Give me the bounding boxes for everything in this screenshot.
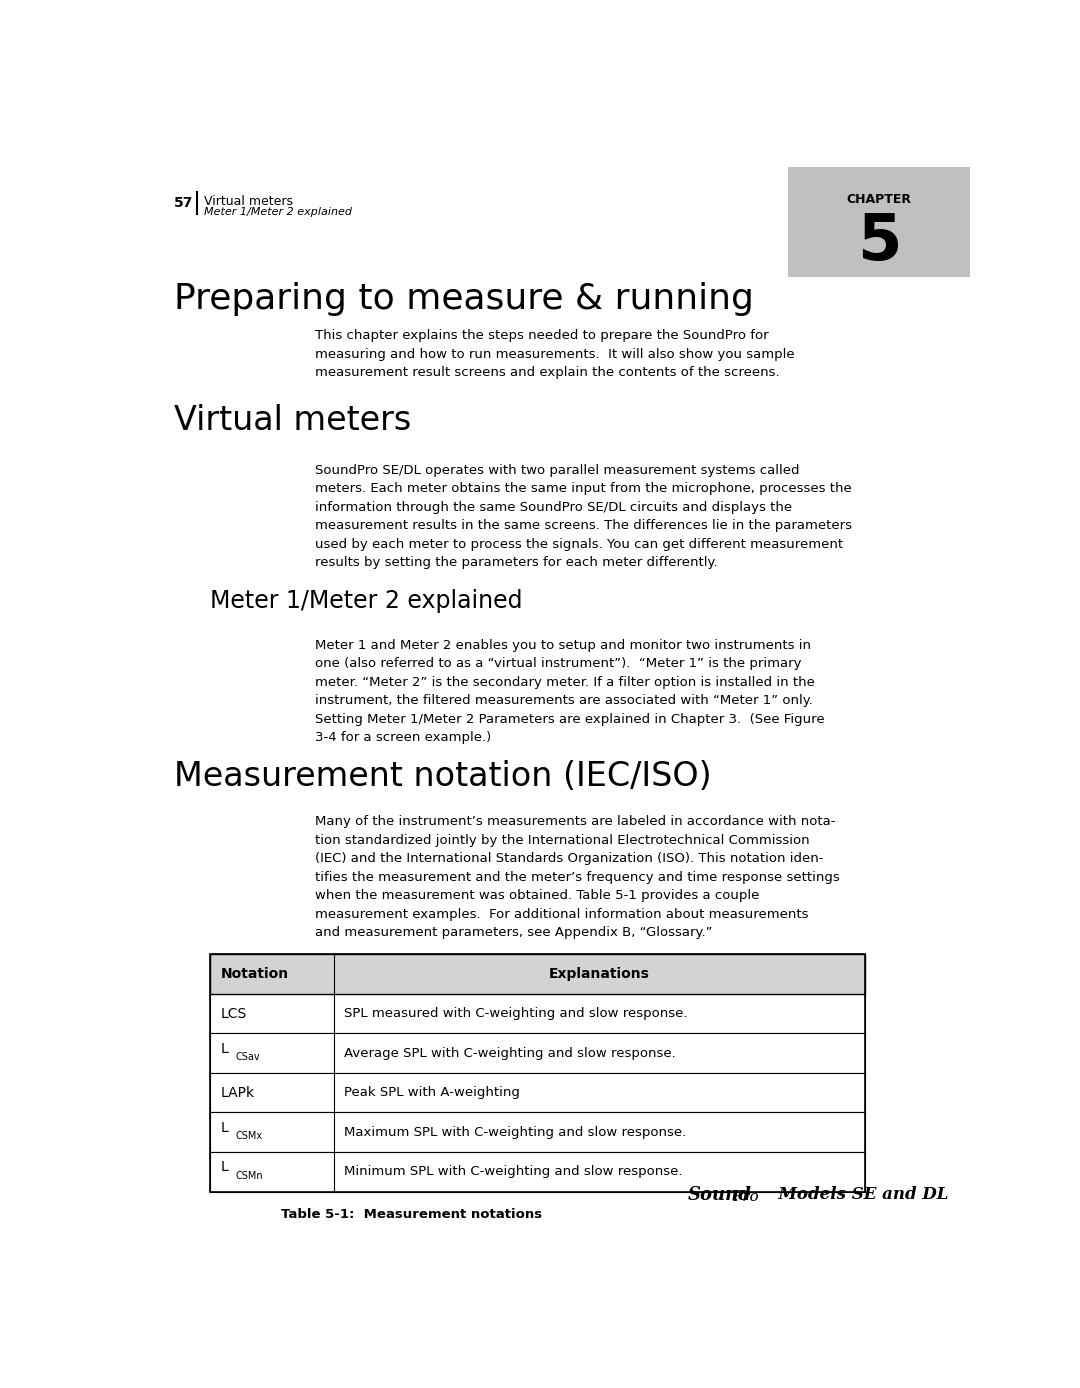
Text: Meter 1/Meter 2 explained: Meter 1/Meter 2 explained	[204, 207, 352, 217]
Text: LAPk: LAPk	[220, 1085, 255, 1099]
Bar	[211, 1112, 865, 1152]
Text: CSav: CSav	[235, 1052, 260, 1062]
Text: CSMn: CSMn	[235, 1171, 264, 1181]
Text: Many of the instrument’s measurements are labeled in accordance with nota-
tion : Many of the instrument’s measurements ar…	[315, 815, 840, 940]
Bar	[211, 1073, 865, 1112]
Text: Virtual meters: Virtual meters	[204, 196, 293, 208]
Text: Average SPL with C-weighting and slow response.: Average SPL with C-weighting and slow re…	[345, 1047, 676, 1059]
Text: Notation: Notation	[220, 967, 288, 981]
Text: Measurement notation (IEC/ISO): Measurement notation (IEC/ISO)	[174, 759, 712, 793]
Text: 57: 57	[174, 197, 193, 211]
Text: L: L	[220, 1122, 228, 1135]
Text: Table 5-1:  Measurement notations: Table 5-1: Measurement notations	[281, 1208, 542, 1220]
Text: Minimum SPL with C-weighting and slow response.: Minimum SPL with C-weighting and slow re…	[345, 1166, 683, 1178]
Bar	[211, 954, 865, 994]
Text: CHAPTER: CHAPTER	[847, 193, 912, 207]
Bar	[211, 1033, 865, 1073]
Text: LCS: LCS	[220, 1006, 246, 1020]
Text: Models SE and DL: Models SE and DL	[767, 1187, 948, 1203]
Text: SoundPro SE/DL operates with two parallel measurement systems called
meters. Eac: SoundPro SE/DL operates with two paralle…	[315, 464, 852, 569]
Text: Virtual meters: Virtual meters	[174, 404, 411, 437]
Text: 5: 5	[856, 211, 902, 273]
Text: L: L	[220, 1160, 228, 1174]
Bar	[211, 994, 865, 1033]
Text: CSMx: CSMx	[235, 1131, 262, 1141]
Bar	[211, 954, 865, 1191]
Text: L: L	[220, 1042, 228, 1056]
Text: Peak SPL with A-weighting: Peak SPL with A-weighting	[345, 1087, 521, 1099]
Text: Explanations: Explanations	[549, 967, 650, 981]
Text: Sound: Sound	[688, 1185, 752, 1203]
Text: Meter 1 and Meter 2 enables you to setup and monitor two instruments in
one (als: Meter 1 and Meter 2 enables you to setup…	[315, 638, 825, 744]
Text: This chapter explains the steps needed to prepare the SoundPro for
measuring and: This chapter explains the steps needed t…	[315, 329, 795, 379]
Text: Preparing to measure & running: Preparing to measure & running	[174, 282, 754, 316]
Bar	[788, 167, 970, 276]
Text: Pro: Pro	[732, 1190, 759, 1203]
Text: Maximum SPL with C-weighting and slow response.: Maximum SPL with C-weighting and slow re…	[345, 1126, 687, 1138]
Bar	[211, 1152, 865, 1191]
Text: Meter 1/Meter 2 explained: Meter 1/Meter 2 explained	[211, 589, 523, 612]
Text: SPL measured with C-weighting and slow response.: SPL measured with C-weighting and slow r…	[345, 1008, 688, 1020]
